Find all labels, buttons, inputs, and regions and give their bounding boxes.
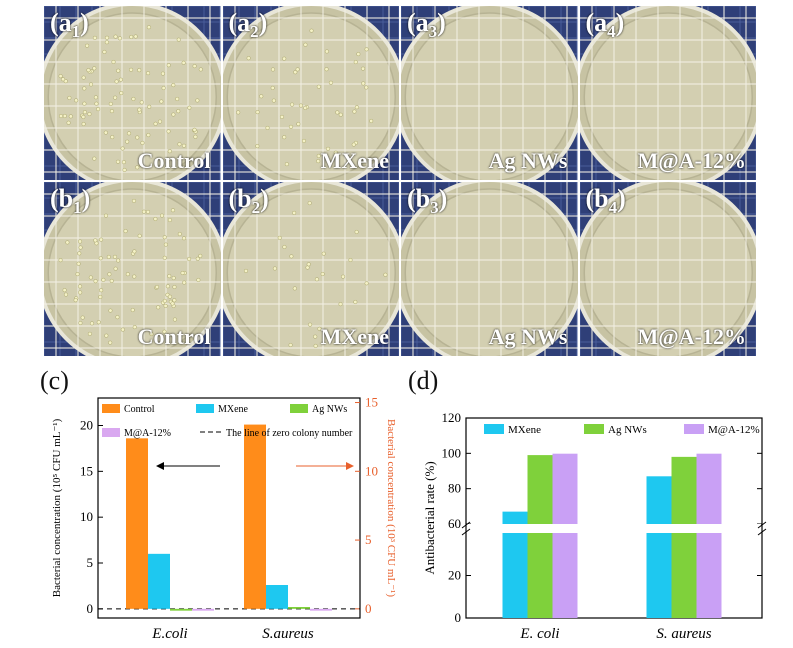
- arrow-left-head: [156, 462, 164, 470]
- petri-dish-b1: (b1) Control: [44, 182, 221, 356]
- petri-dish-image: [579, 6, 756, 180]
- y-tick-label: 60: [448, 516, 461, 531]
- x-category-label: S. aureus: [656, 626, 711, 642]
- bar-control-1: [244, 424, 266, 609]
- legend-swatch: [102, 404, 120, 413]
- y-tick-label: 20: [448, 568, 461, 583]
- arrow-right-head: [346, 462, 354, 470]
- plot-frame: [97, 397, 361, 619]
- bar-ag-nws-1: [671, 456, 697, 618]
- y-tick-label: 120: [442, 410, 462, 425]
- plate-label: (a4): [585, 8, 625, 42]
- petri-dish-image: [401, 6, 578, 180]
- petri-dish-image: [579, 182, 756, 356]
- legend-swatch: [290, 404, 308, 413]
- sample-name: Control: [137, 324, 211, 349]
- bar-m-a-12--0: [192, 608, 214, 611]
- legend-label: M@A-12%: [708, 424, 760, 436]
- y-tick-label-left: 5: [87, 555, 94, 570]
- photo-grid: (a1) Control (a2) MXene (a3) Ag NWs (a4) M@A-12…: [44, 6, 758, 358]
- legend-swatch: [484, 424, 504, 434]
- plate-label: (b2): [228, 184, 269, 218]
- plate-label: (a1): [50, 8, 89, 42]
- y-tick-label-left: 0: [87, 601, 94, 616]
- y-axis-label-left: Bacterial concentration (10⁵ CFU mL⁻¹): [51, 418, 63, 597]
- sample-name: MXene: [320, 324, 389, 349]
- y-tick-label-right: 5: [365, 532, 372, 547]
- legend-label: Ag NWs: [608, 424, 647, 436]
- sample-name: M@A-12%: [637, 324, 746, 349]
- bar-mxene-0: [148, 553, 170, 609]
- bar-control-0: [126, 438, 148, 609]
- petri-dish-a1: (a1) Control: [44, 6, 221, 180]
- sample-name: Ag NWs: [488, 148, 568, 173]
- bar-ag-nws-0: [527, 455, 553, 618]
- legend-zero-line-label: The line of zero colony number: [226, 428, 353, 439]
- plate-label: (a2): [228, 8, 268, 42]
- petri-dish-image: [222, 182, 399, 356]
- bar-m-a-12--1: [310, 608, 332, 611]
- plate-label: (a3): [407, 8, 446, 42]
- legend-swatch: [584, 424, 604, 434]
- sample-name: Control: [137, 148, 211, 173]
- legend-label: MXene: [508, 424, 541, 436]
- y-tick-label-left: 10: [80, 509, 93, 524]
- plate-label: (b4): [585, 184, 626, 218]
- x-category-label: E.coli: [151, 626, 187, 642]
- petri-dish-image: [401, 182, 578, 356]
- petri-dish-b4: (b4) M@A-12%: [579, 182, 756, 356]
- y-axis-label-right: Bacterial concentration (10³ CFU mL⁻¹): [385, 419, 397, 597]
- y-tick-label: 80: [448, 481, 461, 496]
- petri-dish-a3: (a3) Ag NWs: [401, 6, 578, 180]
- sample-name: M@A-12%: [637, 148, 746, 173]
- y-tick-label-left: 20: [80, 418, 93, 433]
- y-tick-label: 0: [455, 610, 462, 625]
- y-axis-label: Antibacterial rate (%): [422, 461, 437, 574]
- x-category-label: E. coli: [519, 626, 559, 642]
- y-tick-label-left: 15: [80, 463, 93, 478]
- y-tick-label: 100: [442, 445, 462, 460]
- chart-d-antibacterial-rate: 0 20 60 80 100 120 Antibacterial rate (%) E. co…: [422, 410, 767, 642]
- plate-label: (b1): [50, 184, 91, 218]
- legend-label: MXene: [218, 404, 249, 415]
- petri-dish-a2: (a2) MXene: [222, 6, 399, 180]
- x-category-label: S.aureus: [262, 626, 314, 642]
- petri-dish-image: [44, 182, 221, 356]
- bar-m-a-12--0: [552, 453, 578, 618]
- petri-dish-b3: (b3) Ag NWs: [401, 182, 578, 356]
- bar-ag-nws-1: [288, 607, 310, 609]
- legend-swatch: [196, 404, 214, 413]
- bar-mxene-1: [266, 585, 288, 609]
- petri-dish-b2: (b2) MXene: [222, 182, 399, 356]
- legend-label: M@A-12%: [124, 428, 171, 439]
- panel-c-letter: (c): [40, 366, 69, 395]
- legend-label: Control: [124, 404, 155, 415]
- chart-c-bacterial-concentration: 0 5 10 15 20 0 5 10 15 Bacterial concentration (1…: [51, 395, 397, 642]
- axis-break-mark-right: [757, 528, 767, 536]
- plate-label: (b3): [407, 184, 448, 218]
- petri-dish-a4: (a4) M@A-12%: [579, 6, 756, 180]
- axis-break-band: [467, 524, 761, 533]
- sample-name: MXene: [320, 148, 389, 173]
- petri-dish-image: [44, 6, 221, 180]
- legend-swatch: [102, 428, 120, 437]
- sample-name: Ag NWs: [488, 324, 568, 349]
- y-tick-label-right: 10: [365, 463, 378, 478]
- bar-ag-nws-0: [170, 608, 192, 611]
- legend-swatch: [684, 424, 704, 434]
- y-tick-label-right: 0: [365, 601, 372, 616]
- axis-break-mark-left: [461, 528, 471, 536]
- bar-m-a-12--1: [696, 453, 722, 618]
- axis-break-mark-right: [757, 521, 767, 529]
- bar-mxene-1: [646, 476, 672, 618]
- legend-label: Ag NWs: [312, 404, 347, 415]
- plot-frame: [465, 417, 763, 619]
- petri-dish-image: [222, 6, 399, 180]
- panel-d-letter: (d): [408, 366, 439, 395]
- y-tick-label-right: 15: [365, 395, 378, 410]
- axis-break-mark-left: [461, 521, 471, 529]
